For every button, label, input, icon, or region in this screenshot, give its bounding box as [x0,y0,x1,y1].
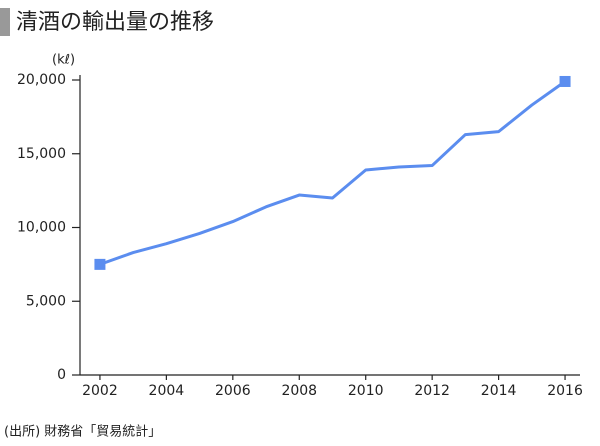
data-line [99,80,566,266]
y-tick-label: 20,000 [17,72,66,88]
x-tick-label: 2012 [414,383,450,399]
unit-label: (kℓ) [52,53,75,68]
x-tick-label: 2008 [281,383,317,399]
x-tick-label: 2006 [215,383,251,399]
end-marker [559,75,571,87]
title-bar [0,8,10,36]
y-tick-label: 0 [57,367,66,383]
chart-title: 清酒の輸出量の推移 [16,10,214,35]
x-tick-label: 2004 [149,383,185,399]
end-marker [94,258,106,270]
x-tick-label: 2010 [348,383,384,399]
x-tick-label: 2002 [82,383,118,399]
source: (出所) 財務省「貿易統計」 [4,424,161,440]
x-tick-label: 2014 [481,383,517,399]
x-tick-label: 2016 [547,383,583,399]
y-tick-label: 15,000 [17,146,66,162]
y-tick-label: 5,000 [26,293,66,309]
y-tick-label: 10,000 [17,220,66,236]
